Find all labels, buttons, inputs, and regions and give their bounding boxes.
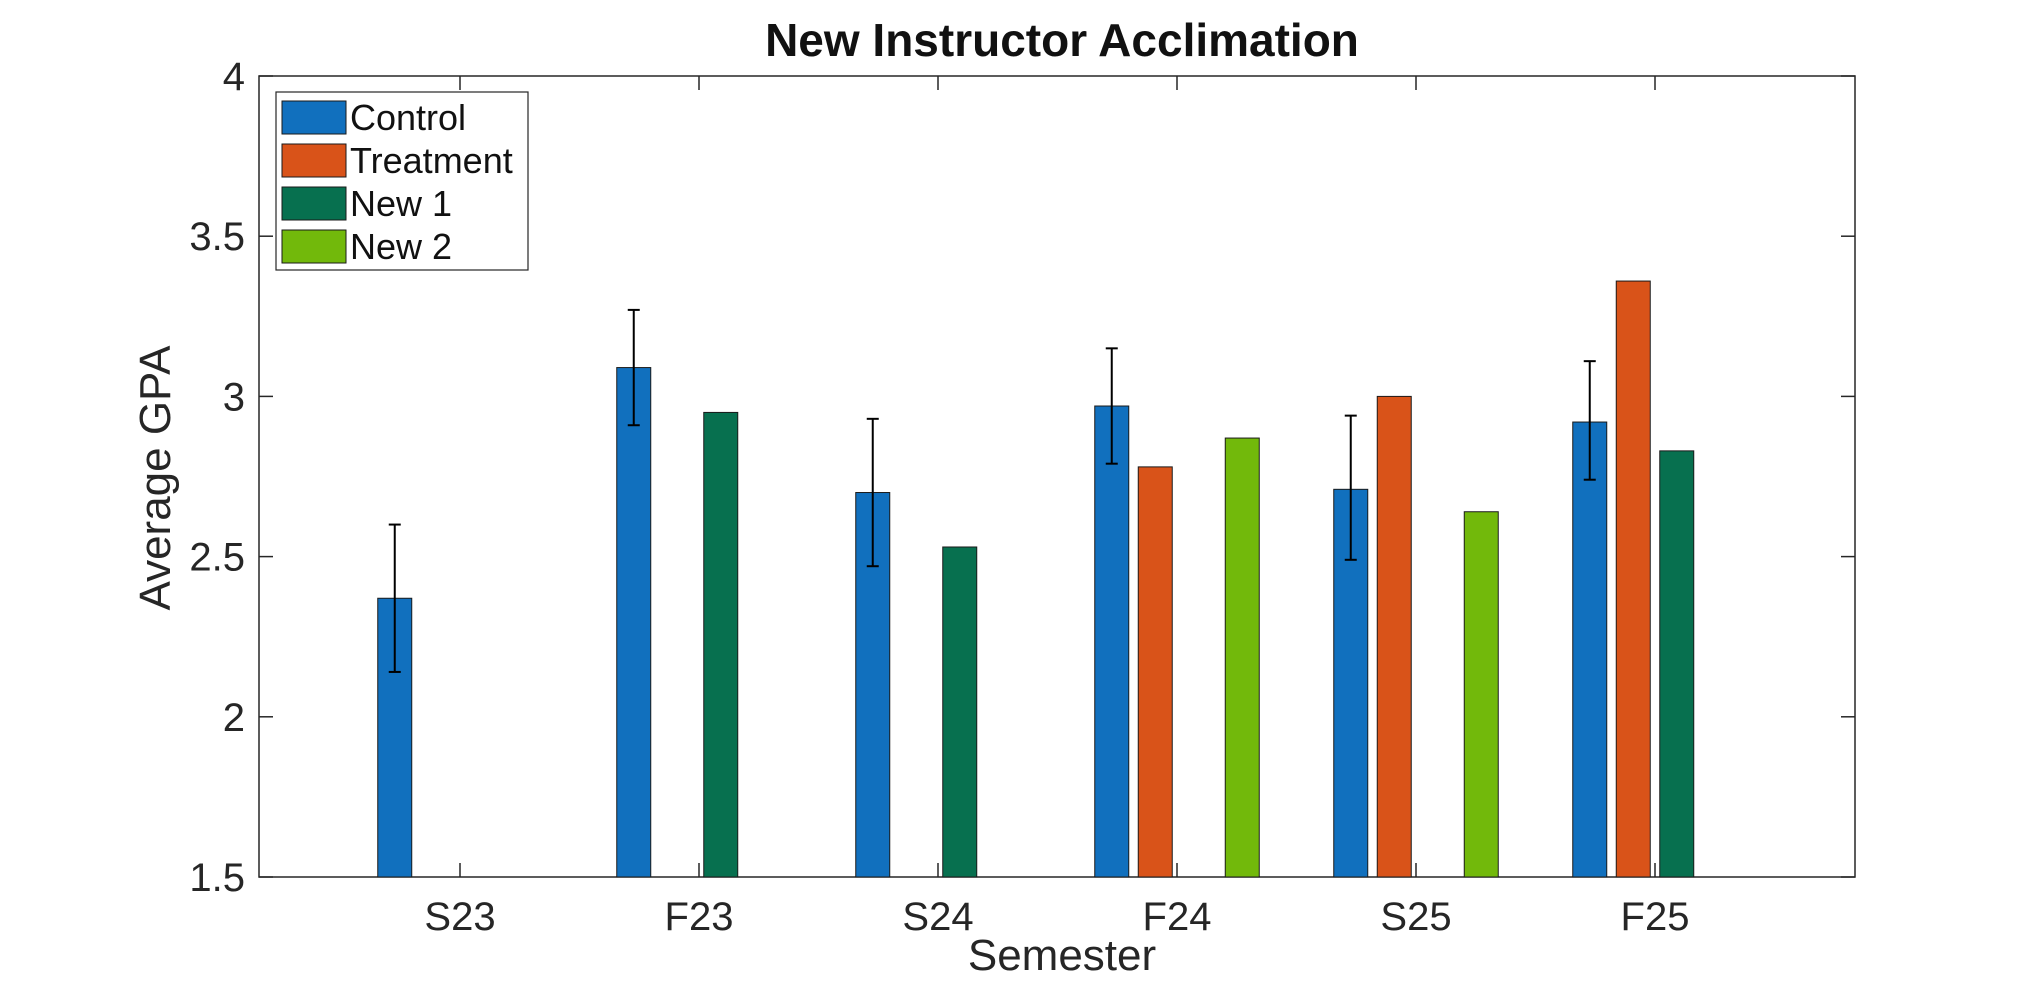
- legend-swatch: [281, 143, 347, 178]
- legend-swatch: [281, 229, 347, 264]
- y-tick-label: 2.5: [189, 536, 245, 580]
- bar: [1094, 405, 1130, 878]
- bar: [1333, 488, 1369, 878]
- bar: [1463, 511, 1499, 878]
- y-tick-label: 4: [223, 55, 245, 99]
- y-tick-label: 3.5: [189, 215, 245, 259]
- legend-label: Control: [350, 97, 466, 138]
- bar: [942, 546, 978, 878]
- bar: [1376, 395, 1412, 878]
- bar: [1572, 421, 1608, 878]
- x-tick-label: S23: [424, 895, 495, 939]
- legend-label: Treatment: [350, 140, 513, 181]
- bar: [1137, 466, 1173, 878]
- y-tick-label: 2: [223, 696, 245, 740]
- legend-label: New 2: [350, 226, 452, 267]
- x-tick-label: S24: [902, 895, 973, 939]
- y-tick-label: 1.5: [189, 856, 245, 900]
- x-axis-label: Semester: [968, 931, 1156, 980]
- x-tick-label: F23: [665, 895, 734, 939]
- plot-area: 1.5 2 2.5 3 3.5 4 S23 F23 S24 F24 S25 F25 ControlTre…: [189, 55, 1856, 939]
- y-tick-label: 3: [223, 375, 245, 419]
- bar: [1659, 450, 1695, 878]
- x-tick-label: S25: [1380, 895, 1451, 939]
- legend-swatch: [281, 100, 347, 135]
- bar: [1615, 280, 1651, 878]
- legend-label: New 1: [350, 183, 452, 224]
- bar: [703, 411, 739, 878]
- bar: [1224, 437, 1260, 878]
- legend-swatch: [281, 186, 347, 221]
- chart-title: New Instructor Acclimation: [765, 14, 1359, 66]
- x-tick-label: F25: [1621, 895, 1690, 939]
- bar: [616, 367, 652, 878]
- x-tick-label: F24: [1143, 895, 1212, 939]
- y-axis-label: Average GPA: [131, 345, 180, 611]
